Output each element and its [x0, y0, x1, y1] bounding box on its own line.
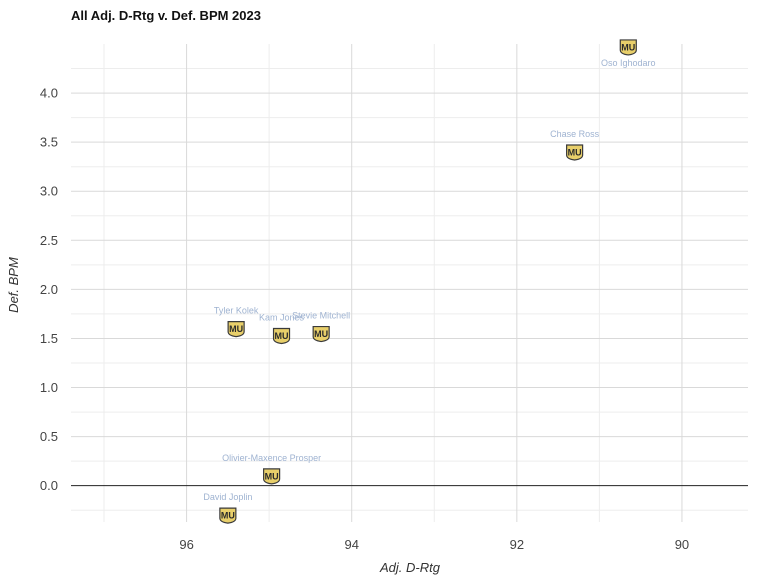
marquette-mu-logo-icon	[263, 468, 281, 485]
marquette-mu-logo-icon	[227, 321, 245, 338]
x-tick-label: 96	[179, 537, 193, 552]
y-tick-label: 2.5	[40, 233, 58, 248]
marquette-mu-logo-icon	[219, 507, 237, 524]
y-axis-ticks: 0.0 0.5 1.0 1.5 2.0 2.5 3.0 3.5 4.0	[40, 86, 58, 494]
point-label: Tyler Kolek	[214, 306, 259, 316]
x-tick-label: 90	[675, 537, 689, 552]
logo-letters: MU	[229, 324, 243, 334]
x-axis-ticks: 96 94 92 90	[179, 537, 689, 552]
y-tick-label: 0.5	[40, 429, 58, 444]
data-point: MU	[263, 468, 281, 485]
y-tick-label: 4.0	[40, 86, 58, 101]
point-label: Kam Jones	[259, 313, 305, 323]
chart-title: All Adj. D-Rtg v. Def. BPM 2023	[71, 8, 261, 23]
marquette-mu-logo-icon	[566, 144, 584, 161]
data-point: MU	[227, 321, 245, 338]
x-tick-label: 92	[510, 537, 524, 552]
x-axis-title: Adj. D-Rtg	[379, 560, 441, 575]
point-label: David Joplin	[203, 492, 252, 502]
point-label: Oso Ighodaro	[601, 58, 656, 68]
y-axis-title: Def. BPM	[6, 257, 21, 313]
logo-letters: MU	[275, 331, 289, 341]
marquette-mu-logo-icon	[619, 39, 637, 56]
x-tick-label: 94	[344, 537, 358, 552]
minor-gridlines	[71, 44, 748, 522]
marquette-mu-logo-icon	[312, 325, 330, 343]
logo-letters: MU	[265, 471, 279, 481]
data-point: MU	[219, 507, 237, 524]
data-point: MU	[312, 325, 330, 343]
y-tick-label: 0.0	[40, 478, 58, 493]
data-point: MU	[272, 327, 291, 345]
point-label: Stevie Mitchell	[292, 311, 350, 321]
logo-letters: MU	[568, 147, 582, 157]
marquette-mu-logo-icon	[272, 327, 291, 345]
logo-letters: MU	[314, 329, 328, 339]
y-tick-label: 1.0	[40, 380, 58, 395]
y-tick-label: 2.0	[40, 282, 58, 297]
y-tick-label: 1.5	[40, 331, 58, 346]
point-label: Olivier-Maxence Prosper	[222, 453, 321, 463]
logo-letters: MU	[621, 42, 635, 52]
y-tick-label: 3.5	[40, 135, 58, 150]
data-point: MU	[619, 39, 637, 56]
point-label: Chase Ross	[550, 129, 600, 139]
major-gridlines	[71, 44, 748, 522]
y-tick-label: 3.0	[40, 184, 58, 199]
logo-letters: MU	[221, 511, 235, 521]
data-points: MU Oso Ighodaro MU Chase Ross MU Tyler Kolek M…	[203, 39, 656, 524]
data-point: MU	[566, 144, 584, 161]
